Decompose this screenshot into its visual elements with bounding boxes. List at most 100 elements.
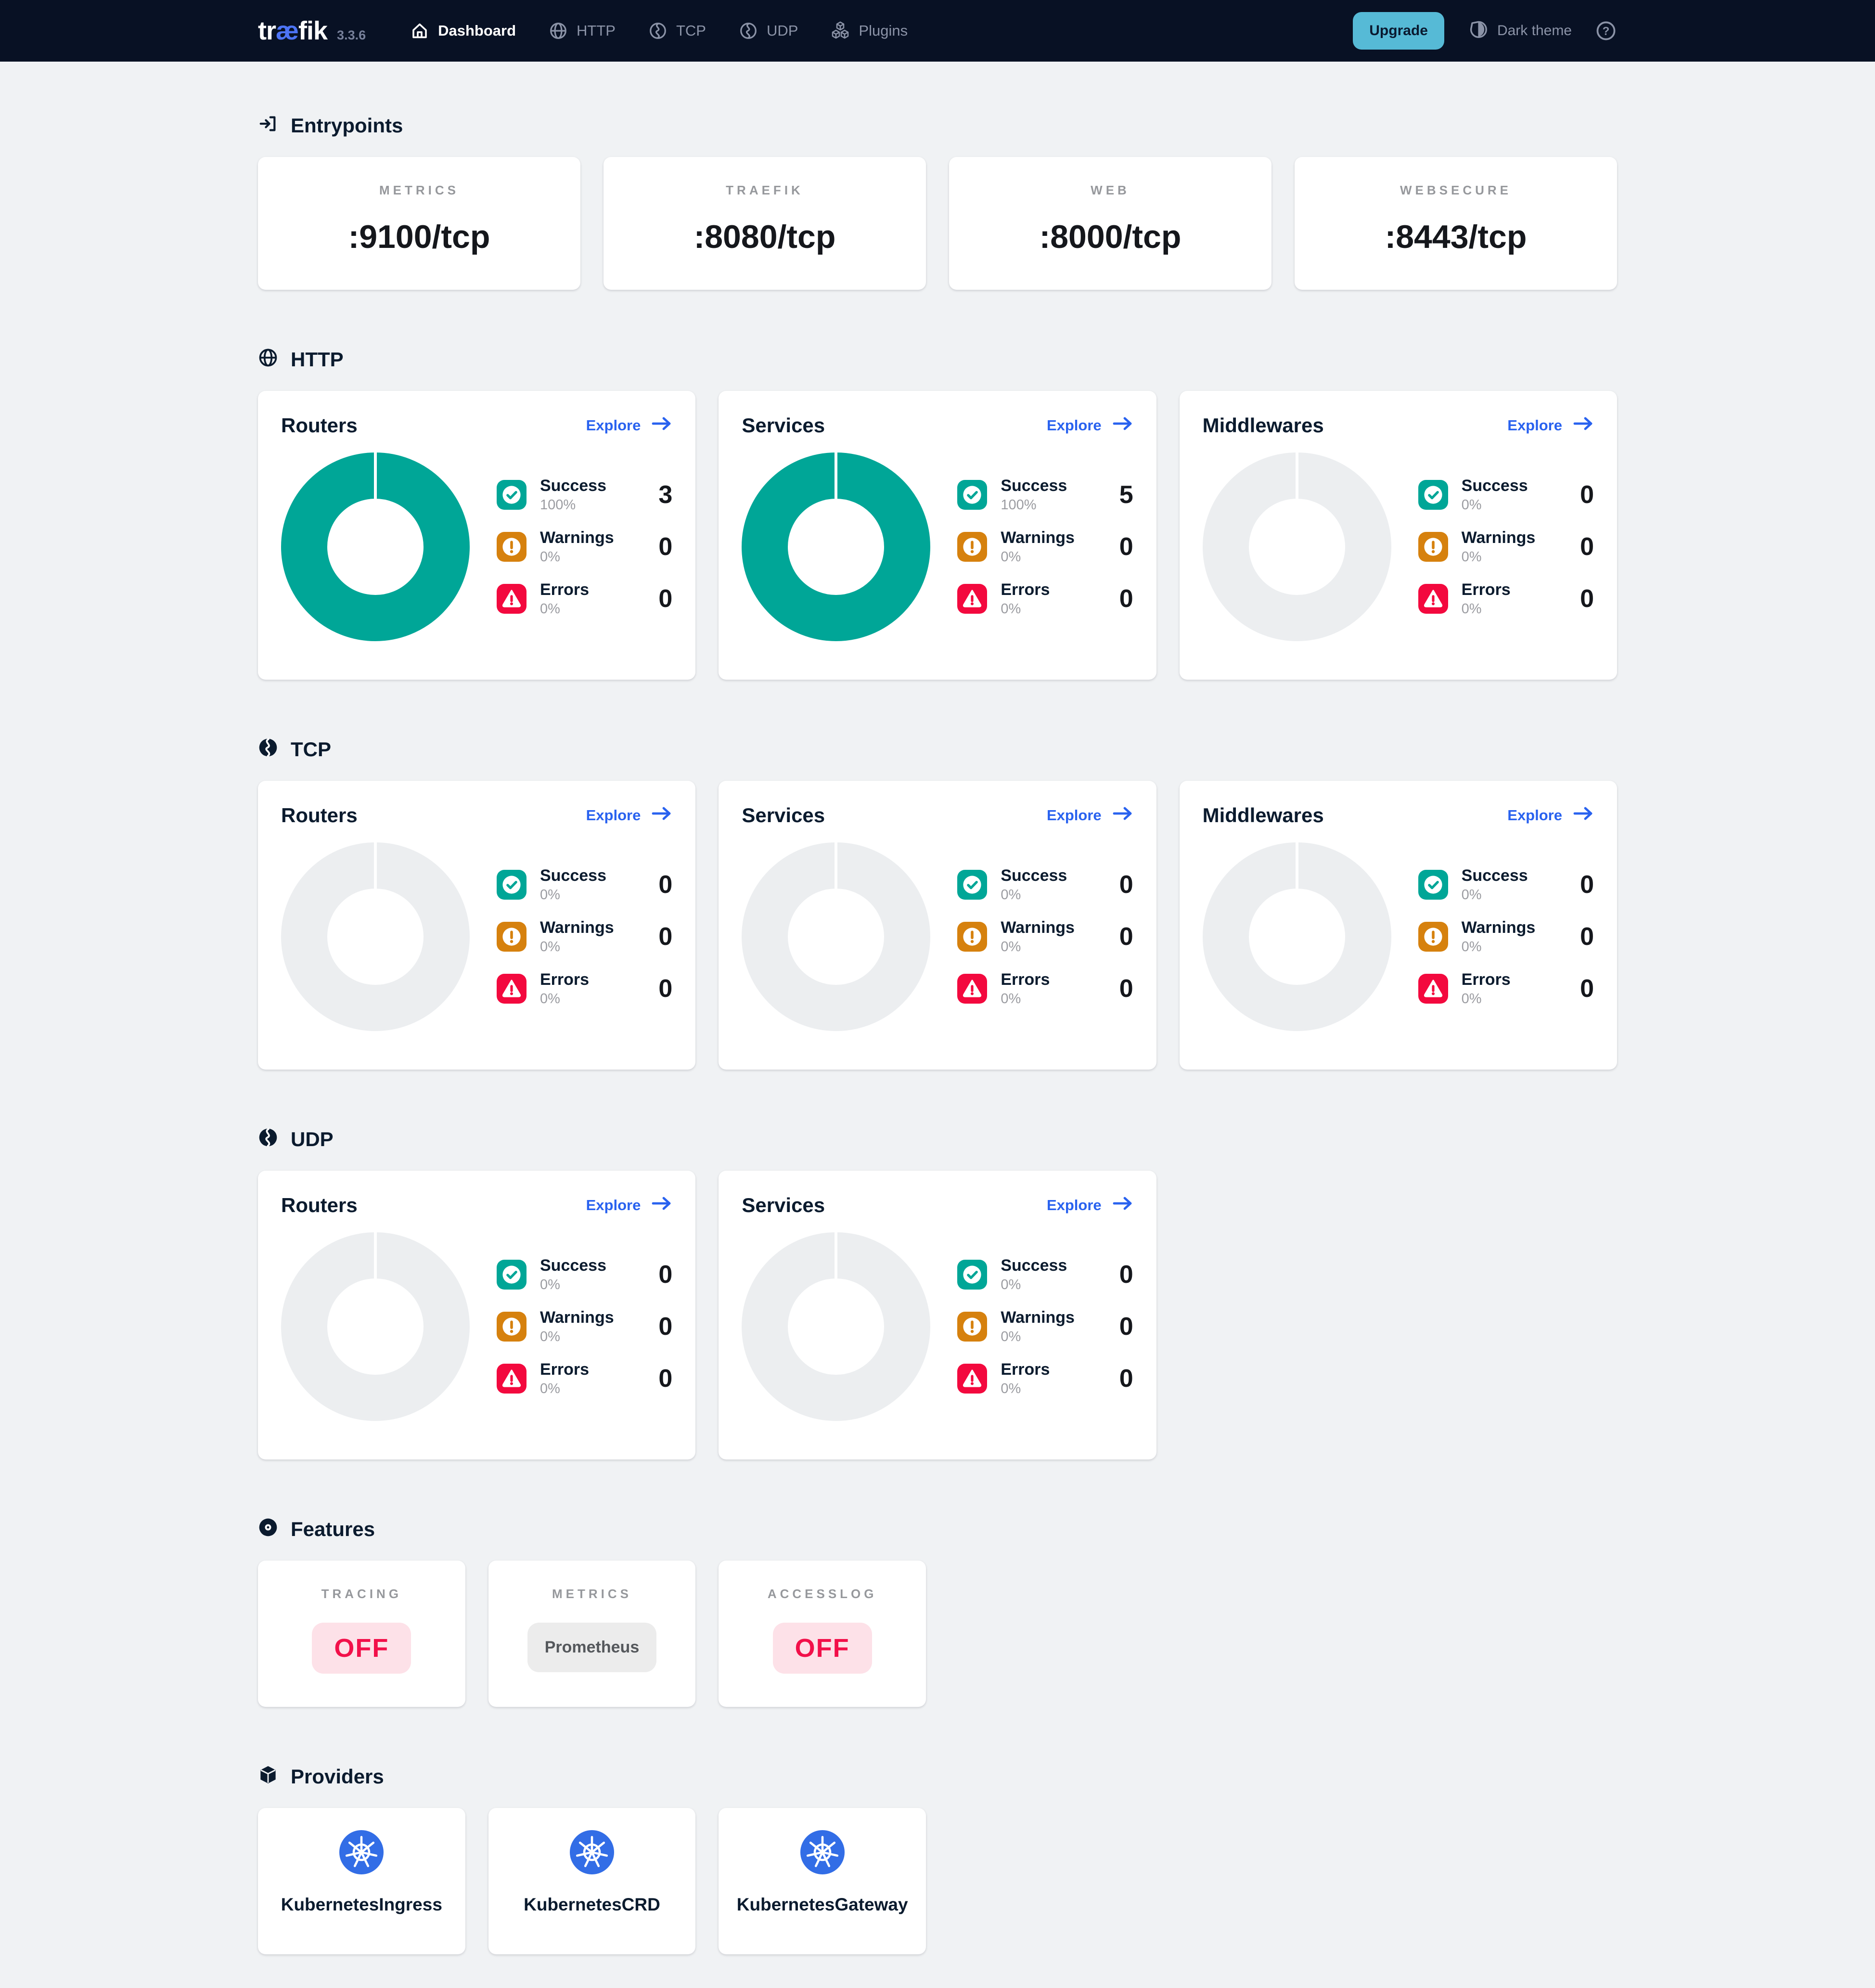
legend-row-success: Success 100% 3 bbox=[497, 475, 672, 515]
legend-label: Success bbox=[1001, 866, 1067, 885]
explore-link[interactable]: Explore bbox=[1047, 416, 1133, 435]
legend-percent: 0% bbox=[1461, 887, 1482, 903]
legend-label: Errors bbox=[1001, 580, 1050, 599]
entrypoint-port: :9100/tcp bbox=[348, 219, 490, 255]
explore-link[interactable]: Explore bbox=[586, 416, 673, 435]
legend-row-errors: Errors 0% 0 bbox=[1418, 579, 1594, 619]
nav-item-http[interactable]: HTTP bbox=[549, 21, 616, 40]
success-count: 0 bbox=[1119, 1261, 1133, 1289]
entrypoints-section-heading: Entrypoints bbox=[258, 114, 1617, 138]
legend-percent: 0% bbox=[1001, 1329, 1021, 1345]
theme-label: Dark theme bbox=[1497, 23, 1572, 39]
legend-percent: 0% bbox=[540, 1381, 560, 1397]
donut-legend: Success 100% 3 Warnings 0% 0 Errors 0% bbox=[497, 475, 672, 619]
nav-item-tcp[interactable]: TCP bbox=[648, 21, 706, 40]
legend-percent: 0% bbox=[1001, 991, 1021, 1007]
udp-routers-card: Routers Explore Success 0% 0 Warnings bbox=[258, 1171, 696, 1459]
provider-card-kubernetesgateway: KubernetesGateway bbox=[719, 1808, 926, 1954]
legend-row-success: Success 0% 0 bbox=[497, 865, 672, 904]
entrypoint-label: TRAEFIK bbox=[726, 183, 804, 197]
warnings-count: 0 bbox=[1119, 1313, 1133, 1341]
arrow-right-icon bbox=[1573, 416, 1594, 435]
donut-legend: Success 0% 0 Warnings 0% 0 Errors 0% bbox=[1418, 865, 1594, 1008]
tcp-ball-icon bbox=[258, 737, 278, 762]
legend-row-warnings: Warnings 0% 0 bbox=[957, 527, 1133, 567]
upgrade-button[interactable]: Upgrade bbox=[1353, 12, 1444, 50]
success-count: 0 bbox=[1580, 481, 1594, 509]
errors-icon bbox=[497, 973, 527, 1004]
section-title: Features bbox=[291, 1518, 375, 1540]
explore-link[interactable]: Explore bbox=[586, 1196, 673, 1215]
legend-percent: 0% bbox=[540, 549, 560, 565]
nav-item-plugins[interactable]: Plugins bbox=[831, 21, 908, 40]
section-title: UDP bbox=[291, 1128, 334, 1150]
arrow-right-icon bbox=[651, 1196, 672, 1215]
explore-link[interactable]: Explore bbox=[1047, 806, 1133, 825]
donut-chart bbox=[742, 842, 931, 1031]
legend-label: Errors bbox=[540, 970, 590, 989]
legend-percent: 0% bbox=[1461, 549, 1482, 565]
section-title: TCP bbox=[291, 738, 331, 761]
http-cards-grid: Routers Explore Success 100% 3 Warnings bbox=[258, 391, 1617, 680]
providers-grid: KubernetesIngress KubernetesCRD Kubernet… bbox=[258, 1808, 1617, 1954]
donut-notch bbox=[835, 452, 838, 499]
entrypoints-grid: METRICS :9100/tcp TRAEFIK :8080/tcp WEB … bbox=[258, 157, 1617, 290]
entrypoint-card-metrics: METRICS :9100/tcp bbox=[258, 157, 580, 290]
explore-link[interactable]: Explore bbox=[586, 806, 673, 825]
version-label: 3.3.6 bbox=[337, 28, 366, 42]
card-title: Middlewares bbox=[1202, 804, 1324, 826]
legend-row-success: Success 0% 0 bbox=[957, 865, 1133, 904]
legend-label: Warnings bbox=[540, 918, 614, 937]
legend-label: Success bbox=[1461, 866, 1528, 885]
tcp-services-card: Services Explore Success 0% 0 Warnings bbox=[719, 781, 1156, 1070]
entrypoint-label: METRICS bbox=[379, 183, 459, 197]
feature-status-badge: OFF bbox=[312, 1623, 411, 1674]
warnings-count: 0 bbox=[658, 1313, 673, 1341]
warnings-count: 0 bbox=[658, 533, 673, 561]
errors-icon bbox=[957, 973, 988, 1004]
explore-link[interactable]: Explore bbox=[1507, 806, 1594, 825]
explore-link[interactable]: Explore bbox=[1047, 1196, 1133, 1215]
legend-percent: 100% bbox=[1001, 497, 1037, 513]
nav-item-udp[interactable]: UDP bbox=[739, 21, 798, 40]
feature-card-metrics: METRICS Prometheus bbox=[488, 1561, 696, 1707]
feature-label: TRACING bbox=[321, 1587, 402, 1601]
features-section-heading: Features bbox=[258, 1517, 1617, 1541]
legend-label: Success bbox=[1001, 477, 1067, 495]
provider-name: KubernetesGateway bbox=[736, 1895, 908, 1914]
donut-notch bbox=[1295, 842, 1298, 889]
legend-label: Errors bbox=[540, 580, 590, 599]
entrypoints-icon bbox=[258, 114, 278, 138]
success-count: 0 bbox=[658, 871, 673, 899]
feature-label: METRICS bbox=[552, 1587, 632, 1601]
donut-chart bbox=[742, 1232, 931, 1421]
legend-row-errors: Errors 0% 0 bbox=[497, 969, 672, 1008]
provider-card-kubernetesingress: KubernetesIngress bbox=[258, 1808, 465, 1954]
traefik-logo[interactable]: træfik 3.3.6 bbox=[258, 16, 366, 46]
help-icon[interactable]: ? bbox=[1595, 20, 1617, 42]
warnings-icon bbox=[497, 1312, 527, 1342]
donut-legend: Success 0% 0 Warnings 0% 0 Errors 0% bbox=[957, 865, 1133, 1008]
explore-link[interactable]: Explore bbox=[1507, 416, 1594, 435]
errors-icon bbox=[957, 1363, 988, 1394]
legend-percent: 0% bbox=[540, 1277, 560, 1293]
legend-label: Warnings bbox=[540, 529, 614, 547]
legend-percent: 0% bbox=[540, 991, 560, 1007]
errors-icon bbox=[497, 583, 527, 614]
udp-cards-grid: Routers Explore Success 0% 0 Warnings bbox=[258, 1171, 1617, 1459]
legend-row-errors: Errors 0% 0 bbox=[497, 579, 672, 619]
globe-icon bbox=[549, 21, 568, 40]
legend-row-success: Success 0% 0 bbox=[957, 1255, 1133, 1294]
legend-label: Warnings bbox=[540, 1308, 614, 1327]
top-navbar: træfik 3.3.6 Dashboard HTTP TCP UDP bbox=[0, 0, 1875, 62]
donut-notch bbox=[835, 1232, 838, 1278]
donut-notch bbox=[835, 842, 838, 889]
donut-chart bbox=[1202, 452, 1391, 641]
errors-count: 0 bbox=[1119, 1364, 1133, 1393]
nav-item-dashboard[interactable]: Dashboard bbox=[410, 21, 516, 40]
donut-chart bbox=[1202, 842, 1391, 1031]
legend-label: Errors bbox=[1461, 580, 1511, 599]
warnings-icon bbox=[957, 922, 988, 952]
theme-toggle[interactable]: Dark theme bbox=[1467, 18, 1572, 43]
kubernetes-icon bbox=[800, 1830, 845, 1878]
